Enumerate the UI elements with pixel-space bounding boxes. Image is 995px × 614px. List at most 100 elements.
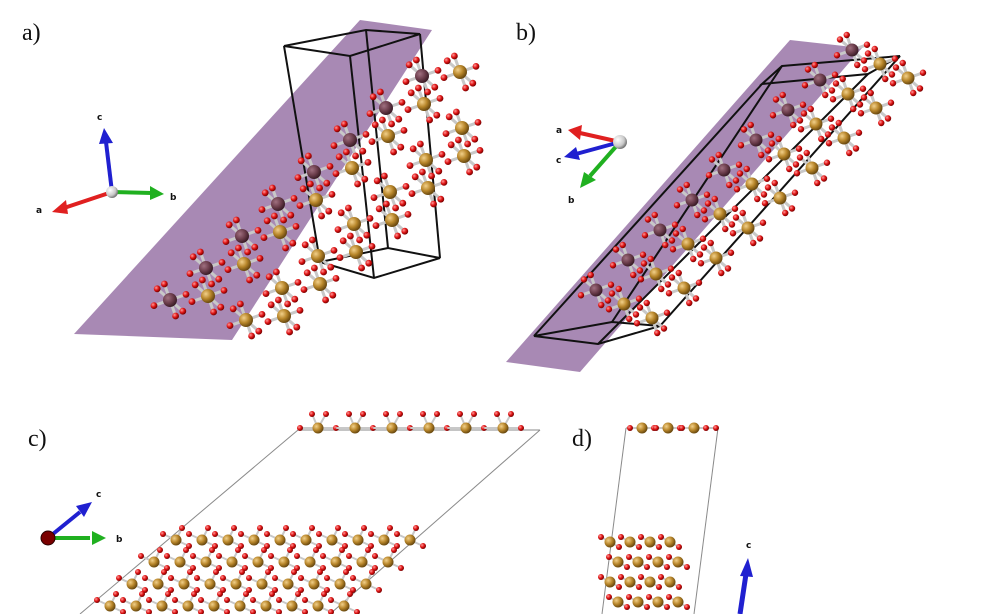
oxygen-atom xyxy=(636,304,644,311)
oxygen-atom xyxy=(265,569,271,575)
metal-atom xyxy=(275,281,289,295)
oxygen-atom xyxy=(420,411,426,417)
oxygen-atom xyxy=(626,554,632,560)
panel-a-label: a) xyxy=(22,20,41,46)
oxygen-atom xyxy=(668,274,676,281)
oxygen-atom xyxy=(472,63,480,70)
oxygen-atom xyxy=(225,221,233,229)
oxygen-atom xyxy=(469,79,477,87)
oxygen-atom xyxy=(884,115,892,122)
oxygen-atom xyxy=(260,234,268,242)
oxygen-atom xyxy=(761,200,769,207)
oxygen-atom xyxy=(455,136,462,144)
oxygen-atom xyxy=(635,295,643,302)
metal-atom xyxy=(163,293,177,307)
oxygen-atom xyxy=(708,156,716,163)
oxygen-atom xyxy=(263,217,271,225)
oxygen-atom xyxy=(660,325,668,332)
metal-atom xyxy=(589,283,603,297)
oxygen-atom xyxy=(700,244,708,251)
panel-c-axis-origin xyxy=(40,530,56,546)
oxygen-atom xyxy=(833,52,841,59)
oxygen-atom xyxy=(711,195,718,203)
oxygen-atom xyxy=(850,105,857,113)
oxygen-atom xyxy=(187,569,193,575)
oxygen-atom xyxy=(651,211,658,219)
oxygen-atom xyxy=(831,71,839,78)
oxygen-atom xyxy=(142,575,148,581)
metal-atom xyxy=(300,534,312,546)
oxygen-atom xyxy=(337,209,345,217)
oxygen-atom xyxy=(608,290,616,297)
oxygen-atom xyxy=(250,609,256,614)
oxygen-atom xyxy=(747,121,754,129)
oxygen-atom xyxy=(316,531,322,537)
oxygen-atom xyxy=(359,147,367,155)
oxygen-atom xyxy=(430,200,437,208)
panel-b-lattice-plane xyxy=(506,40,862,372)
metal-atom xyxy=(713,207,727,221)
oxygen-atom xyxy=(764,147,772,154)
oxygen-atom xyxy=(146,609,152,614)
oxygen-atom xyxy=(473,163,481,171)
oxygen-atom xyxy=(667,265,675,272)
oxygen-atom xyxy=(287,547,293,553)
oxygen-atom xyxy=(732,177,740,184)
metal-atom xyxy=(349,422,361,434)
oxygen-atom xyxy=(120,597,126,603)
metal-atom xyxy=(178,578,190,590)
oxygen-atom xyxy=(451,52,458,60)
oxygen-atom xyxy=(248,332,256,340)
oxygen-atom xyxy=(699,235,707,242)
oxygen-atom xyxy=(861,66,869,73)
oxygen-atom xyxy=(294,553,300,559)
oxygen-atom xyxy=(445,113,453,121)
metal-atom xyxy=(182,600,194,612)
oxygen-atom xyxy=(290,195,298,202)
oxygen-atom xyxy=(771,179,778,187)
panel-b-axis-b-head xyxy=(580,172,596,188)
oxygen-atom xyxy=(198,597,204,603)
oxygen-atom xyxy=(437,195,445,203)
oxygen-atom xyxy=(846,149,853,157)
oxygen-atom xyxy=(157,547,163,553)
panel-a-cell-edge xyxy=(283,45,321,263)
oxygen-atom xyxy=(261,189,269,197)
oxygen-atom xyxy=(404,211,412,218)
oxygen-atom xyxy=(179,525,185,531)
oxygen-atom xyxy=(302,597,308,603)
panel-d-atoms xyxy=(598,422,719,610)
oxygen-atom xyxy=(640,260,648,267)
oxygen-atom xyxy=(150,302,158,309)
metal-atom xyxy=(311,249,325,263)
metal-atom xyxy=(845,43,859,57)
oxygen-atom xyxy=(823,159,831,166)
oxygen-atom xyxy=(390,148,397,156)
panel-d-axis-c-arrow xyxy=(737,573,749,614)
metal-atom xyxy=(604,536,616,548)
oxygen-atom xyxy=(398,99,406,106)
oxygen-atom xyxy=(857,110,865,117)
oxygen-atom xyxy=(447,141,455,149)
oxygen-atom xyxy=(732,214,740,221)
metal-atom xyxy=(313,277,327,291)
oxygen-atom xyxy=(818,135,825,143)
metal-atom xyxy=(356,556,368,568)
oxygen-atom xyxy=(165,591,171,597)
metal-atom xyxy=(378,534,390,546)
oxygen-atom xyxy=(258,206,266,214)
oxygen-atom xyxy=(161,569,167,575)
oxygen-atom xyxy=(664,281,672,288)
oxygen-atom xyxy=(294,279,302,286)
oxygen-atom xyxy=(346,553,352,559)
oxygen-atom xyxy=(713,425,719,431)
oxygen-atom xyxy=(405,61,413,69)
oxygen-atom xyxy=(354,180,361,188)
oxygen-atom xyxy=(413,525,419,531)
oxygen-atom xyxy=(431,83,439,91)
oxygen-atom xyxy=(404,106,412,113)
oxygen-atom xyxy=(400,126,408,134)
oxygen-atom xyxy=(120,609,126,614)
oxygen-atom xyxy=(343,148,350,156)
panel-b-label: b) xyxy=(516,20,536,46)
